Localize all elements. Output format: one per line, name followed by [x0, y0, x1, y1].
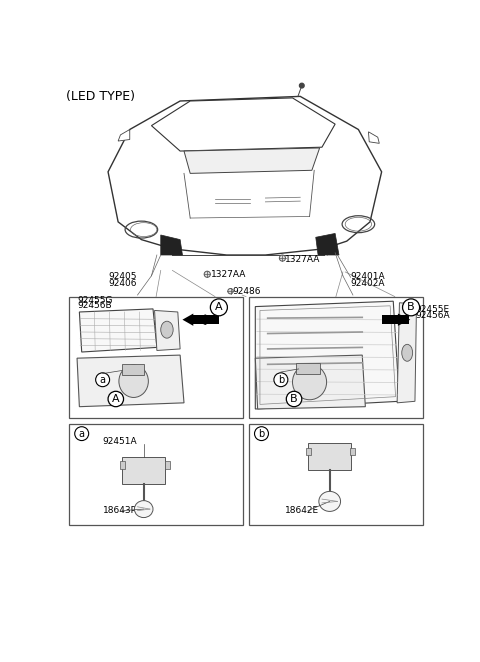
- Polygon shape: [161, 235, 182, 255]
- Text: a: a: [79, 428, 84, 439]
- Text: 92455E: 92455E: [415, 305, 449, 314]
- Ellipse shape: [292, 364, 326, 400]
- Circle shape: [279, 255, 286, 261]
- Polygon shape: [152, 98, 335, 151]
- Text: VIEW: VIEW: [265, 394, 292, 404]
- Text: 92456B: 92456B: [77, 301, 112, 310]
- Bar: [350, 448, 355, 455]
- Polygon shape: [316, 234, 339, 255]
- Circle shape: [204, 271, 210, 277]
- Bar: [69, 297, 243, 418]
- Text: 92405: 92405: [108, 272, 136, 281]
- Polygon shape: [369, 132, 379, 144]
- Text: 18643P: 18643P: [103, 506, 137, 515]
- Text: 92456A: 92456A: [415, 310, 450, 320]
- Polygon shape: [155, 310, 180, 350]
- Ellipse shape: [319, 491, 340, 512]
- Circle shape: [274, 373, 288, 387]
- Polygon shape: [382, 315, 409, 324]
- Ellipse shape: [134, 500, 153, 518]
- Polygon shape: [79, 309, 157, 352]
- Text: B: B: [407, 303, 415, 312]
- Polygon shape: [184, 148, 320, 173]
- Text: 92401A: 92401A: [350, 272, 385, 281]
- Circle shape: [210, 299, 228, 316]
- Text: 1327AA: 1327AA: [285, 255, 320, 264]
- Bar: [306, 448, 311, 455]
- Polygon shape: [182, 314, 193, 326]
- Polygon shape: [118, 130, 130, 141]
- Bar: [69, 424, 243, 524]
- Text: a: a: [100, 375, 106, 385]
- Text: 92402A: 92402A: [350, 279, 385, 288]
- Text: (LED TYPE): (LED TYPE): [66, 90, 135, 103]
- Bar: [308, 443, 350, 470]
- Text: 92406: 92406: [108, 279, 136, 288]
- Circle shape: [403, 299, 420, 316]
- Bar: [249, 424, 423, 524]
- Text: B: B: [290, 394, 298, 404]
- Circle shape: [286, 391, 302, 406]
- Text: b: b: [278, 375, 284, 385]
- Polygon shape: [255, 355, 365, 409]
- Polygon shape: [192, 315, 219, 324]
- Text: 92451A: 92451A: [103, 438, 137, 446]
- Bar: [120, 461, 125, 469]
- Bar: [249, 297, 423, 418]
- Circle shape: [108, 391, 123, 406]
- Text: 18642E: 18642E: [285, 506, 319, 515]
- Text: 1327AA: 1327AA: [211, 270, 247, 279]
- Bar: [122, 457, 165, 484]
- Circle shape: [228, 289, 233, 294]
- Ellipse shape: [161, 321, 173, 338]
- Bar: [296, 363, 320, 373]
- Text: 92455G: 92455G: [77, 296, 112, 305]
- Polygon shape: [398, 314, 410, 326]
- Ellipse shape: [402, 344, 413, 361]
- Text: b: b: [258, 428, 264, 439]
- Circle shape: [96, 373, 109, 387]
- Circle shape: [300, 83, 304, 88]
- Bar: [122, 364, 144, 375]
- Ellipse shape: [119, 365, 148, 397]
- Text: A: A: [215, 303, 223, 312]
- Polygon shape: [108, 97, 382, 255]
- Polygon shape: [255, 301, 399, 409]
- Text: 92486: 92486: [232, 287, 261, 297]
- Circle shape: [254, 427, 268, 441]
- Text: VIEW: VIEW: [87, 394, 114, 404]
- Polygon shape: [77, 355, 184, 406]
- Circle shape: [75, 427, 89, 441]
- Text: A: A: [112, 394, 120, 404]
- Polygon shape: [397, 303, 417, 403]
- Bar: [166, 461, 170, 469]
